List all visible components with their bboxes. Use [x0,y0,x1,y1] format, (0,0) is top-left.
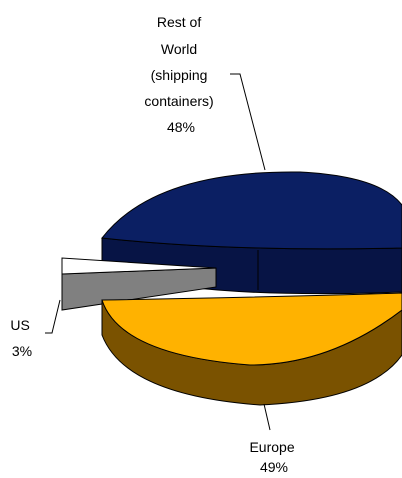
label-us-value: 3% [12,343,32,359]
label-us-name: US [10,317,29,333]
label-europe-name: Europe [249,439,294,455]
leader-line-rest-of-world [230,73,266,171]
label-rest-of-world-line: (shipping [151,67,208,83]
label-rest-of-world-line: containers) [144,93,213,109]
slice-us-top [61,257,217,275]
slice-europe-top [101,292,402,366]
label-rest-of-world-line: Rest of [157,14,201,30]
label-rest-of-world: Rest of World (shipping containers) 48% [144,14,217,135]
label-rest-of-world-value: 48% [167,119,195,135]
label-rest-of-world-line: World [161,41,197,57]
label-us: US 3% [10,317,33,359]
label-europe-value: 49% [260,459,288,475]
leader-line-europe [263,403,271,431]
slice-rest-of-world-top [101,171,402,250]
label-europe: Europe 49% [249,439,298,475]
leader-line-us [45,299,61,334]
